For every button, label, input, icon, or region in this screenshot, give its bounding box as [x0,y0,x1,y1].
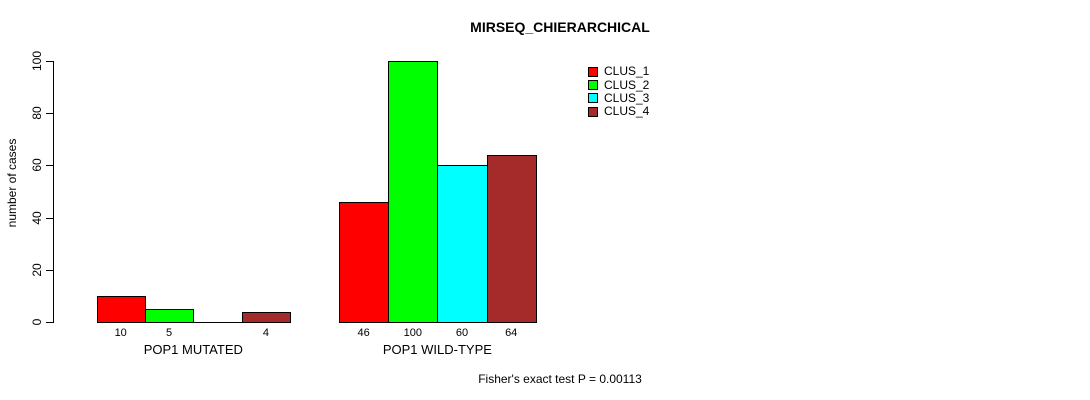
legend-swatch-clus_4 [588,106,598,117]
y-tick-label: 40 [30,210,44,225]
legend-label: CLUS_3 [604,90,650,105]
legend: CLUS_1 CLUS_2 CLUS_3 CLUS_4 [588,65,649,119]
group-label-wildtype: POP1 WILD-TYPE [382,342,492,357]
y-tick [46,217,53,219]
y-axis [53,61,54,323]
bar-value-label: 10 [114,327,127,339]
annotation-text: Fisher's exact test P = 0.00113 [478,372,642,386]
group-label-mutated: POP1 MUTATED [143,342,243,357]
y-axis-title: number of cases [5,138,19,228]
y-tick-label: 60 [30,158,44,173]
legend-label: CLUS_2 [604,77,650,92]
bar-clus_1-mutated [96,296,146,323]
legend-swatch-clus_3 [588,93,598,104]
bar-value-label: 100 [403,327,422,339]
y-tick-label: 0 [30,318,44,326]
bar-value-label: 4 [262,327,269,339]
y-tick [46,269,53,271]
legend-item: CLUS_1 [588,65,649,78]
y-tick [46,61,53,62]
legend-label: CLUS_4 [604,104,650,119]
bar-value-label: 46 [357,327,370,339]
y-tick-label: 80 [30,106,44,120]
bar-clus_2-wildtype [388,61,439,323]
legend-item: CLUS_2 [588,78,649,91]
y-tick-label: 20 [30,263,44,277]
bar-value-label: 60 [455,327,469,339]
bar-value-label: 64 [505,327,518,339]
legend-item: CLUS_3 [588,90,650,105]
legend-item: CLUS_4 [588,105,649,118]
bar-value-label: 5 [166,327,173,339]
y-tick [46,322,53,323]
bar-clus_4-mutated [241,312,292,323]
bar-clus_1-wildtype [339,202,390,323]
bar-clus_2-mutated [144,309,195,323]
y-tick [46,165,53,167]
bar-clus_4-wildtype [486,155,537,323]
legend-label: CLUS_1 [604,64,650,79]
y-tick-label: 100 [30,50,44,72]
chart-title: MIRSEQ_CHIERARCHICAL [470,19,650,35]
legend-swatch-clus_2 [588,80,598,91]
bar-clus_3-wildtype [437,165,488,323]
legend-swatch-clus_1 [588,66,598,77]
y-tick [46,113,53,115]
